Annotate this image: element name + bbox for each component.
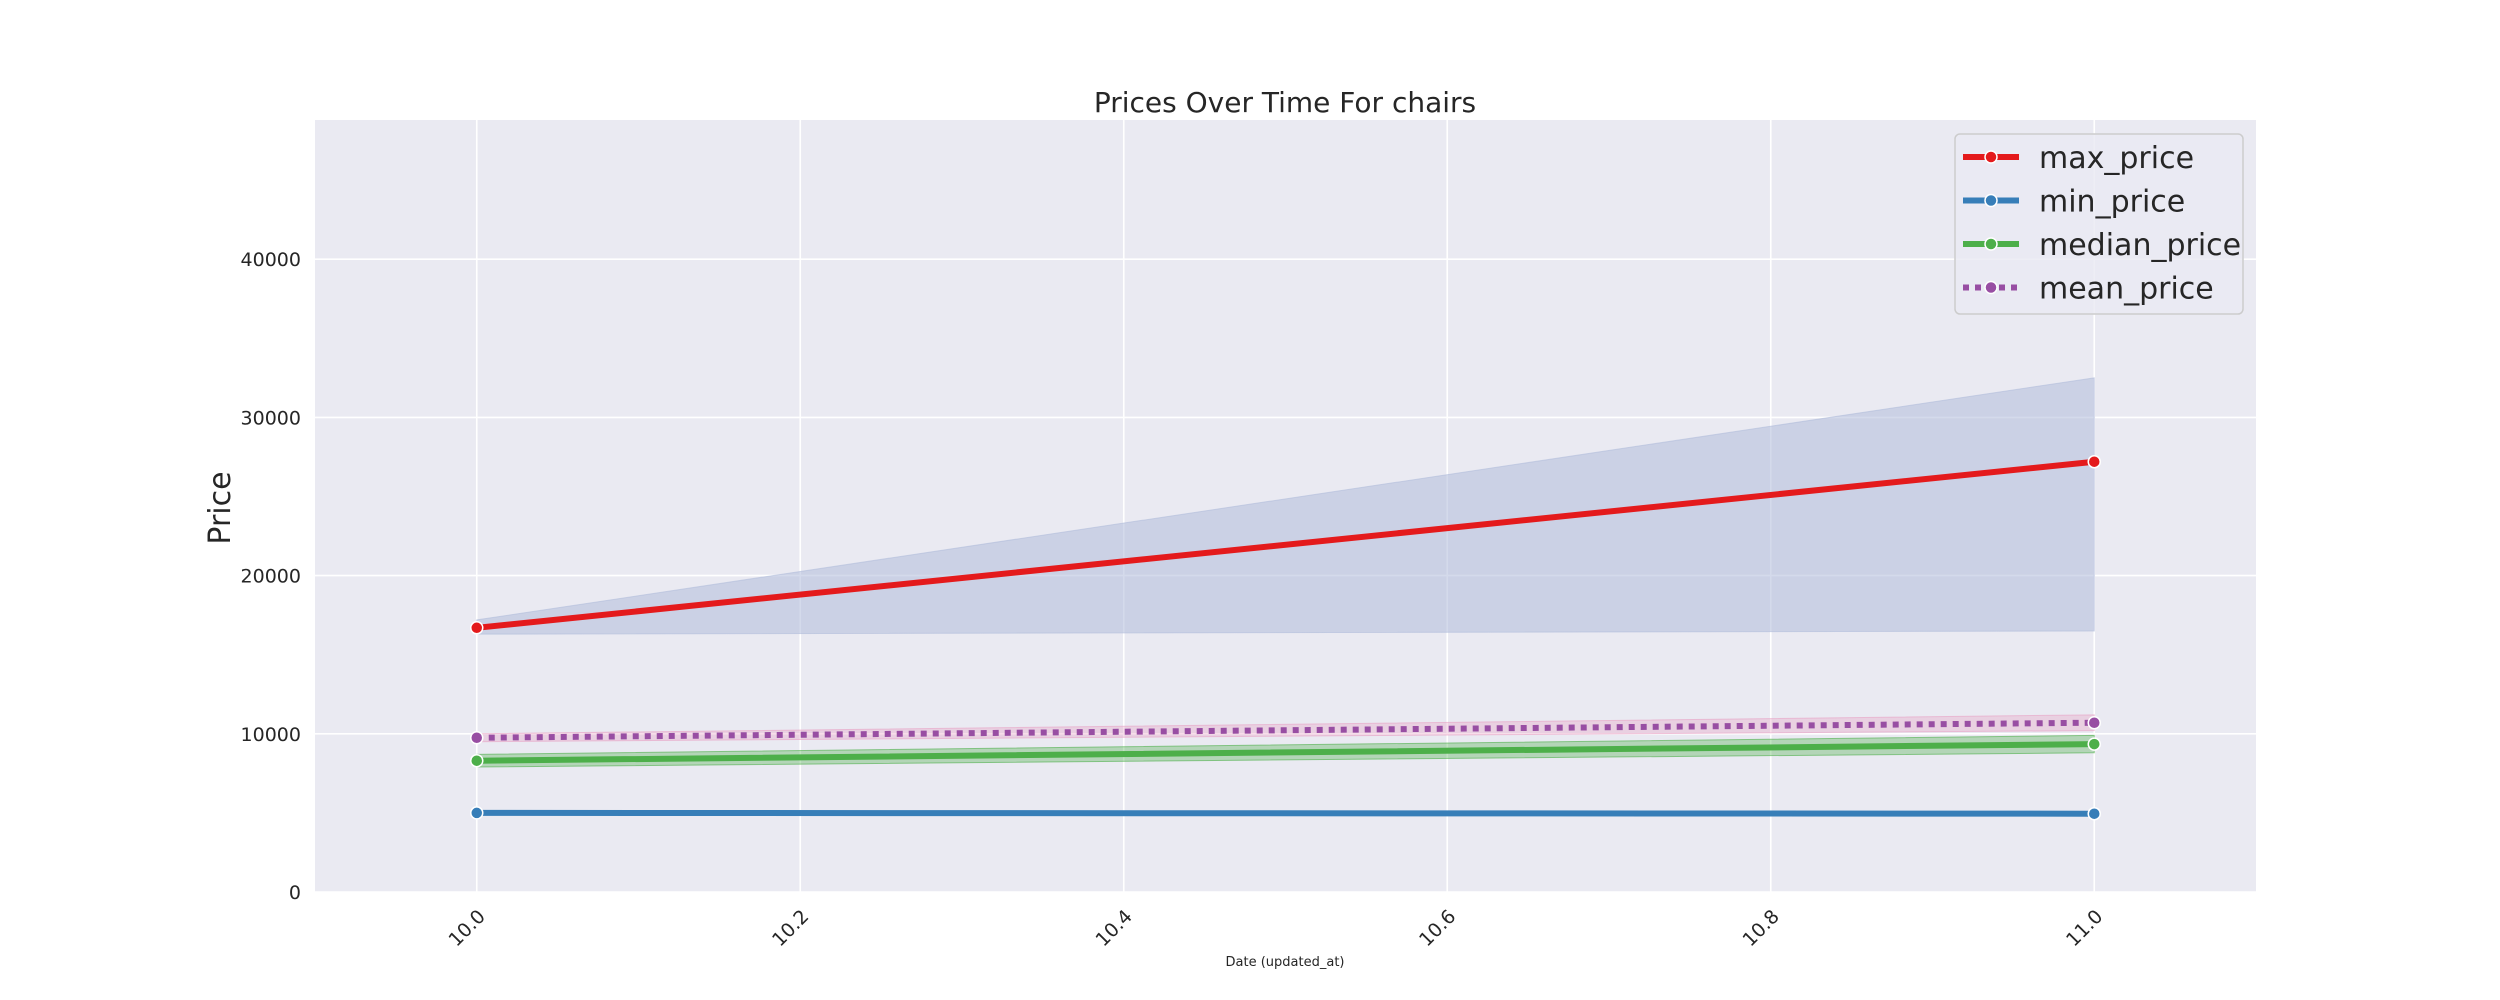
mean_price-line — [476, 719, 2095, 741]
x-axis-label: Date (updated_at) — [1226, 955, 1345, 970]
y-tick-label: 30000 — [241, 407, 301, 429]
series-markers — [470, 454, 2101, 821]
min_price-point — [470, 806, 484, 820]
x-tick-label: 10.8 — [1738, 906, 1783, 951]
median_price-legend-label: median_price — [2039, 228, 2241, 263]
y-tick-label: 10000 — [241, 724, 301, 746]
median_price-legend-marker — [1984, 237, 1998, 251]
x-tick-label: 10.0 — [444, 906, 489, 951]
legend: max_price min_price median_price mean_price — [1954, 133, 2244, 315]
x-tick-label: 10.4 — [1091, 906, 1136, 951]
min_price-line — [473, 809, 2098, 817]
x-tick-label: 10.6 — [1415, 906, 1460, 951]
max_price-point — [470, 621, 484, 635]
x-tick-label: 11.0 — [2062, 906, 2107, 951]
max_price-line — [473, 458, 2098, 631]
y-tick-label: 40000 — [241, 249, 301, 271]
max_price-legend-label: max_price — [2039, 141, 2194, 176]
mean_price-point — [2087, 715, 2101, 730]
max_price-legend-marker — [1984, 150, 1998, 164]
series-lines — [473, 458, 2098, 817]
x-tick-label: 10.2 — [768, 906, 813, 951]
min_price-legend-label: min_price — [2039, 185, 2185, 220]
y-tick-labels: 0 10000 20000 30000 40000 — [241, 249, 301, 904]
mean_price-point — [470, 731, 484, 745]
mean_price-legend-label: mean_price — [2039, 272, 2214, 307]
mean_price-legend-marker — [1984, 280, 1998, 295]
max_price-point — [2087, 454, 2101, 469]
median_price-point — [470, 753, 484, 768]
y-axis-label: Price — [203, 471, 238, 544]
y-tick-label: 20000 — [241, 566, 301, 588]
chart-title: Prices Over Time For chairs — [1094, 86, 1476, 119]
y-tick-label: 0 — [289, 882, 301, 904]
median_price-point — [2087, 737, 2101, 751]
min_price-point — [2087, 806, 2101, 821]
min_price-legend-marker — [1984, 193, 1998, 208]
legend-frame — [1954, 133, 2244, 315]
x-tick-labels: 10.0 10.2 10.4 10.6 10.8 11.0 — [444, 906, 2107, 951]
median_price-line — [473, 741, 2098, 764]
